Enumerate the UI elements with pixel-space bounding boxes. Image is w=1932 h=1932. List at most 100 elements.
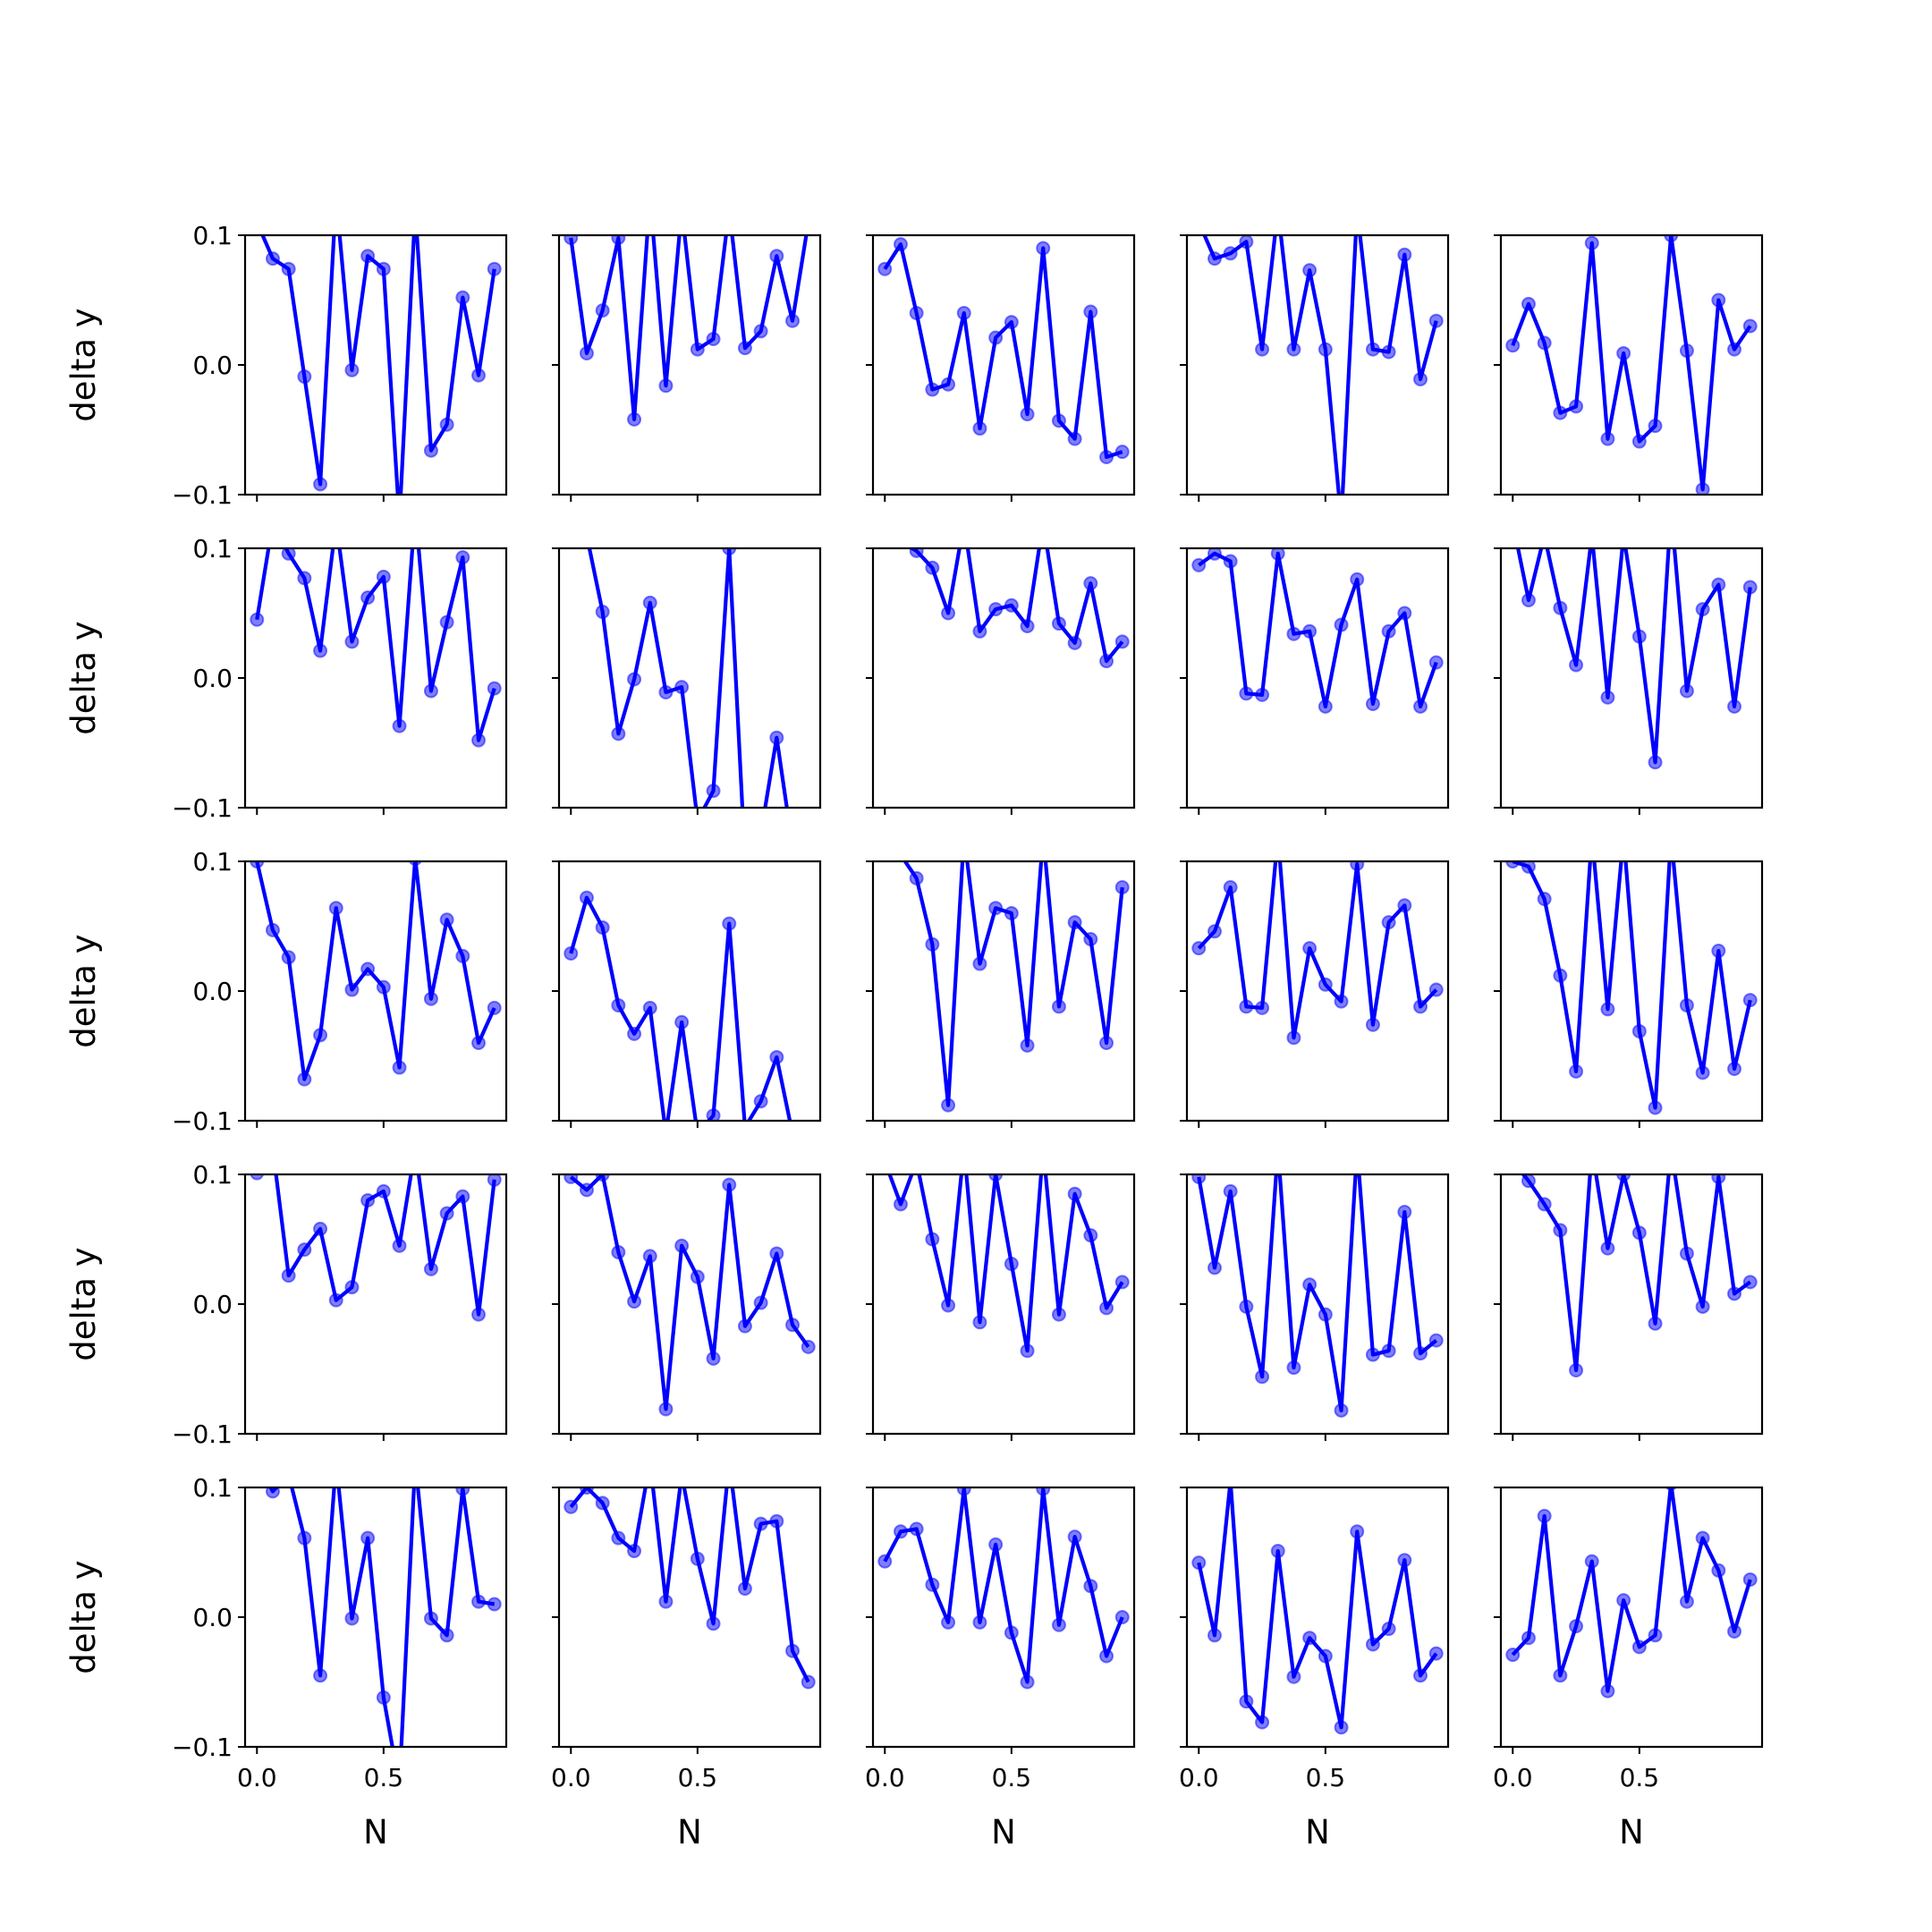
data-point	[909, 870, 924, 886]
plot-area	[250, 1174, 502, 1322]
data-point	[972, 623, 987, 639]
data-point	[1286, 626, 1301, 641]
data-point	[1239, 686, 1254, 701]
y-tick-label: 0.0	[192, 1290, 233, 1319]
plot-area	[250, 548, 502, 748]
data-point	[1397, 606, 1412, 621]
y-tick-label: 0.1	[192, 1473, 233, 1503]
data-point	[1648, 755, 1663, 770]
data-point	[972, 956, 987, 971]
data-point	[925, 1232, 940, 1247]
data-point	[658, 1594, 674, 1609]
data-point	[455, 1189, 470, 1204]
data-point	[471, 1036, 487, 1050]
data-line	[569, 1174, 810, 1411]
data-point	[1207, 548, 1222, 561]
data-point	[941, 606, 956, 621]
data-point	[627, 1544, 642, 1559]
data-point	[877, 261, 893, 276]
subplot	[1494, 1173, 1764, 1441]
data-point	[1020, 619, 1035, 633]
data-point	[392, 718, 407, 733]
data-point	[439, 912, 454, 928]
data-line	[255, 861, 496, 1081]
data-point	[769, 730, 784, 745]
data-point	[297, 1242, 312, 1258]
data-point	[753, 1516, 768, 1531]
subplot	[1180, 860, 1450, 1128]
data-point	[376, 1183, 391, 1199]
data-point	[801, 1339, 816, 1354]
data-point	[611, 235, 626, 245]
data-point	[972, 1315, 987, 1330]
plot-area	[564, 1174, 816, 1417]
subplot	[1494, 547, 1764, 815]
data-point	[1004, 597, 1019, 613]
x-axis-label: N	[991, 1813, 1016, 1852]
data-point	[1004, 1625, 1019, 1640]
data-point	[595, 1496, 610, 1511]
data-line	[1197, 861, 1438, 1040]
data-point	[360, 962, 376, 977]
data-point	[344, 1280, 360, 1295]
data-point	[360, 590, 376, 606]
data-point	[1365, 697, 1380, 711]
data-point	[1413, 999, 1428, 1014]
data-point	[1521, 1174, 1536, 1189]
data-point	[265, 251, 280, 267]
data-point	[706, 1616, 721, 1631]
data-point	[360, 1193, 376, 1208]
x-axis-label: N	[1305, 1813, 1330, 1852]
y-tick-label: 0.1	[192, 1160, 233, 1190]
data-point	[250, 612, 265, 627]
data-point	[281, 1268, 296, 1284]
data-point	[690, 342, 705, 357]
data-point	[1616, 1593, 1631, 1608]
data-line	[883, 242, 1123, 460]
y-tick-label: 0.0	[192, 1603, 233, 1632]
data-point	[706, 1108, 721, 1121]
subplot	[1494, 860, 1764, 1128]
data-point	[579, 890, 594, 905]
data-point	[1051, 999, 1066, 1014]
data-point	[1239, 999, 1254, 1014]
data-point	[1521, 1631, 1536, 1646]
plot-area	[587, 548, 789, 808]
data-point	[769, 1246, 784, 1261]
data-point	[722, 548, 737, 555]
plot-area	[564, 890, 792, 1121]
data-point	[1584, 1554, 1599, 1569]
data-point	[1695, 482, 1710, 495]
data-point	[1631, 629, 1647, 644]
data-point	[627, 411, 642, 427]
data-point	[1413, 1346, 1428, 1361]
data-point	[877, 1554, 893, 1569]
y-axis-label: delta y	[64, 621, 103, 734]
data-point	[564, 1499, 579, 1514]
data-point	[658, 684, 674, 699]
data-point	[1616, 345, 1631, 360]
data-point	[1553, 1668, 1568, 1683]
data-point	[1648, 1316, 1663, 1331]
data-point	[1648, 1100, 1663, 1115]
data-point	[1711, 577, 1726, 592]
data-point	[1350, 1524, 1365, 1539]
data-point	[1569, 399, 1584, 414]
y-tick-label: 0.1	[192, 847, 233, 877]
subplot: −0.1 0.0 0.1 delta y	[64, 1160, 508, 1449]
data-point	[690, 1551, 705, 1566]
data-point	[471, 1307, 487, 1322]
data-point	[1207, 251, 1222, 267]
data-point	[1679, 997, 1694, 1013]
data-point	[1695, 1299, 1710, 1314]
data-point	[313, 1028, 328, 1043]
data-line	[1197, 1174, 1438, 1412]
data-line	[260, 235, 496, 495]
subplot	[866, 233, 1136, 502]
data-point	[344, 634, 360, 649]
data-point	[487, 1597, 502, 1612]
data-point	[1616, 1174, 1631, 1182]
y-axis-label: delta y	[64, 308, 103, 421]
data-point	[1727, 1623, 1742, 1639]
data-point	[611, 997, 626, 1013]
